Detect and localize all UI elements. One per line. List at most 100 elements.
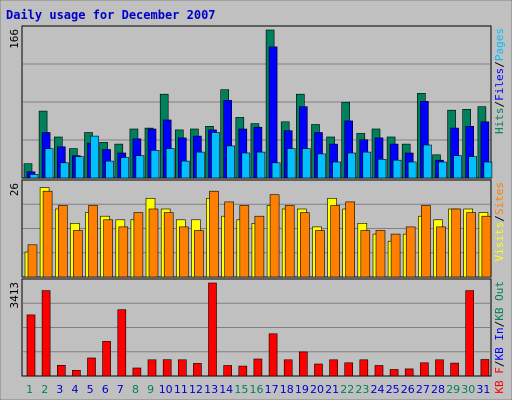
x-tick-label-day-26: 26 [401,383,415,396]
series-sites [27,190,492,278]
x-tick-label-day-15: 15 [234,383,248,396]
bar-sites-day-3 [57,205,68,278]
bar-sites-day-22 [345,201,356,278]
bar-sites-day-29 [451,208,461,278]
bar-kb-f-day-1 [26,314,36,377]
bar-pages-day-16 [256,151,266,179]
x-tick-label-day-14: 14 [219,383,233,396]
x-tick-label-day-25: 25 [386,383,400,396]
bar-kb-f-day-25 [389,369,399,377]
bar-sites-day-18 [284,205,295,278]
y-max-label: 26 [8,183,21,196]
legend-entry: Pages [493,28,506,61]
bar-sites-day-30 [466,212,477,278]
bar-sites-day-15 [239,205,250,278]
bar-kb-f-day-27 [420,362,429,377]
x-tick-label-day-7: 7 [117,383,124,396]
bar-pages-day-9 [150,150,160,179]
legend-entry: Visits [493,222,506,262]
bar-sites-day-10 [163,212,174,278]
bar-kb-f-day-17 [268,333,278,377]
bar-pages-day-6 [105,160,114,179]
bar-sites-day-7 [118,226,129,278]
bar-pages-day-12 [196,151,205,179]
legend-entry: KB In [493,327,506,360]
bar-pages-day-24 [377,159,387,179]
bar-kb-f-day-28 [435,359,444,377]
x-tick-label-day-12: 12 [189,383,203,396]
bar-kb-f-day-12 [193,363,202,377]
bar-pages-day-1 [29,174,39,179]
bar-kb-f-day-21 [329,359,338,377]
x-tick-label-day-3: 3 [56,383,63,396]
bar-pages-day-14 [226,145,235,179]
bar-kb-f-day-13 [208,282,217,377]
bar-pages-day-25 [392,159,402,179]
chart-panels: 166Hits/Files/Pages26Visits/Sites3413KB … [8,25,506,394]
bar-kb-f-day-29 [450,362,459,377]
x-tick-label-day-23: 23 [355,383,369,396]
bar-sites-day-17 [269,194,280,278]
bar-kb-f-day-10 [162,359,172,377]
x-tick-label-day-24: 24 [371,383,385,396]
x-tick-label-day-10: 10 [159,383,173,396]
series-kb-f [26,282,490,377]
bar-kb-f-day-19 [298,351,308,377]
x-tick-label-day-20: 20 [310,383,324,396]
legend-entry: / [493,101,506,108]
y-max-label: 3413 [8,282,21,309]
bar-sites-day-24 [375,230,386,278]
bar-kb-f-day-26 [404,368,414,377]
legend-entry: / [493,321,506,328]
bar-pages-day-21 [332,161,341,179]
x-tick-label-day-11: 11 [174,383,188,396]
bar-kb-f-day-23 [359,359,369,377]
bar-sites-day-21 [330,205,340,278]
bar-sites-day-12 [194,230,204,278]
chart-title: Daily usage for December 2007 [6,8,216,22]
bar-pages-day-27 [423,144,432,179]
bar-pages-day-31 [483,161,493,179]
bar-sites-day-6 [103,219,113,278]
legend-entry: / [493,61,506,68]
legend-entry: / [493,361,506,368]
panel-legend: KB F/KB In/KB Out [493,281,506,394]
bar-pages-day-18 [286,148,296,179]
bar-kb-f-day-8 [132,367,142,377]
bar-kb-f-day-5 [87,357,96,377]
bar-sites-day-2 [42,190,53,278]
series-pages [29,132,493,179]
bar-pages-day-7 [120,157,130,179]
bar-kb-f-day-30 [465,290,475,377]
bar-kb-f-day-14 [223,365,232,377]
bar-sites-day-14 [224,201,234,278]
panel-visits-sites: 26 Visits/Sites [8,179,506,278]
bar-kb-f-day-11 [178,359,187,377]
x-tick-label-day-18: 18 [280,383,294,396]
bar-sites-day-16 [254,215,265,278]
y-max-label: 166 [8,29,21,49]
bar-pages-day-17 [271,162,281,179]
x-tick-label-day-29: 29 [446,383,460,396]
legend-entry: Files [493,68,506,101]
x-tick-label-day-9: 9 [147,383,154,396]
legend-entry: KB Out [493,281,506,321]
bar-kb-f-day-9 [147,359,157,377]
bar-kb-f-day-20 [314,363,323,377]
bar-pages-day-23 [362,151,372,179]
legend-entry: Sites [493,182,506,215]
bar-sites-day-27 [421,205,431,278]
bar-sites-day-31 [481,215,492,278]
legend-entry: KB F [493,367,506,394]
bar-sites-day-1 [27,244,38,278]
bar-pages-day-4 [75,156,84,179]
bar-kb-f-day-2 [41,290,51,377]
x-tick-label-day-4: 4 [72,383,79,396]
x-tick-label-day-6: 6 [102,383,109,396]
legend-entry: / [493,215,506,222]
x-tick-label-day-1: 1 [26,383,33,396]
bar-kb-f-day-7 [117,309,127,377]
bar-sites-day-8 [133,212,144,278]
